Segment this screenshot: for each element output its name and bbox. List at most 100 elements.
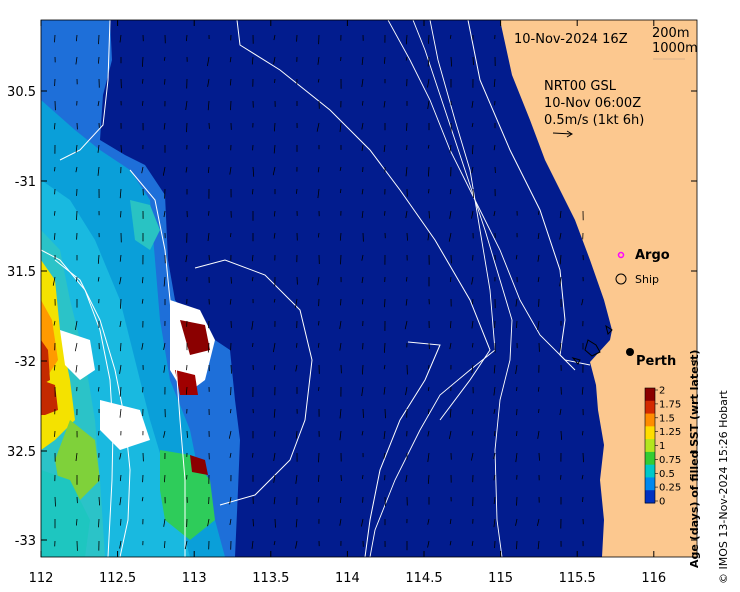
current-arrow [428,34,430,44]
lon-tick-label: 112.5 [99,571,136,586]
current-arrow [119,496,122,506]
current-arrow [494,430,496,437]
current-arrow [427,518,430,525]
current-arrow [339,122,342,132]
current-arrow [449,518,452,525]
lon-tick-label: 113 [182,571,207,586]
current-arrow [185,100,188,111]
current-arrow [164,474,166,483]
lon-tick-label: 113.5 [252,571,289,586]
current-arrow [273,298,276,303]
current-arrow [449,342,452,350]
current-arrow [119,254,122,262]
current-arrow [54,34,56,43]
current-arrow [76,518,78,526]
current-arrow [515,364,518,374]
current-arrow [515,518,518,526]
current-arrow [449,34,452,39]
current-arrow [339,430,342,441]
current-arrow [405,386,408,396]
current-arrow [273,56,276,65]
current-arrow [251,56,254,65]
current-arrow [384,56,386,64]
ship-marker-icon [615,273,627,285]
current-arrow [471,100,474,108]
current-arrow [98,34,100,45]
current-arrow [163,276,166,287]
current-arrow [229,496,232,505]
current-arrow [339,320,342,330]
current-arrow [207,56,210,67]
current-arrow [516,430,518,437]
current-arrow [318,452,320,463]
current-arrow [75,56,78,65]
current-arrow [361,78,364,87]
current-arrow [362,408,364,418]
date-label: 10-Nov-2024 16Z [514,32,628,47]
colorbar-swatch [645,490,655,504]
current-arrow [339,166,342,171]
current-arrow [493,408,496,414]
current-arrow [273,144,276,154]
colorbar-tick-label: 0.25 [659,483,681,494]
current-arrow [427,386,430,391]
current-arrow [295,540,298,549]
current-arrow [493,144,496,151]
current-arrow [384,298,386,308]
current-arrow [493,386,496,396]
current-arrow [317,78,320,83]
current-arrow [207,78,210,87]
current-arrow [273,232,276,239]
current-arrow [228,430,232,439]
current-arrow [537,254,540,262]
perth-marker-icon [626,348,634,356]
current-arrow [471,430,474,436]
current-arrow [119,408,122,418]
current-arrow [361,254,364,261]
current-arrow [273,364,276,370]
lon-tick-label: 114.5 [405,571,442,586]
current-arrow [229,56,232,63]
current-arrow [296,188,298,194]
current-arrow [119,474,122,482]
current-arrow [295,364,298,372]
colorbar-tick-label: 2 [659,386,665,397]
current-arrow [383,364,386,370]
current-arrow [427,430,430,437]
current-arrow [471,452,474,461]
current-arrow [427,78,430,88]
current-arrow [428,188,430,194]
current-arrow [207,342,210,353]
current-arrow [471,210,474,219]
colorbar-tick-label: 1.25 [659,427,681,438]
current-arrow [560,474,562,480]
colorbar-swatch [645,439,655,453]
current-arrow [163,56,166,61]
colorbar-swatch [645,477,655,491]
colorbar-swatch [645,426,655,440]
current-arrow [208,210,210,216]
current-arrow [383,386,386,395]
current-arrow [141,166,144,174]
current-time-label: 10-Nov 06:00Z [544,96,641,111]
current-arrow [229,78,232,86]
current-arrow [404,320,408,330]
current-arrow [119,276,122,285]
current-arrow [405,210,408,219]
current-arrow [559,342,562,352]
lon-tick-label: 114 [335,571,360,586]
current-arrow [142,56,144,67]
current-arrow [559,254,562,265]
current-arrow [449,144,452,153]
current-arrow [471,276,474,285]
current-arrow [163,364,166,373]
lon-tick-label: 116 [641,571,666,586]
current-arrow [383,144,386,152]
current-arrow [559,408,562,415]
current-arrow [361,276,364,284]
current-arrow [581,474,584,480]
current-arrow [119,34,122,43]
current-arrow [273,452,276,461]
current-arrow [186,430,188,438]
